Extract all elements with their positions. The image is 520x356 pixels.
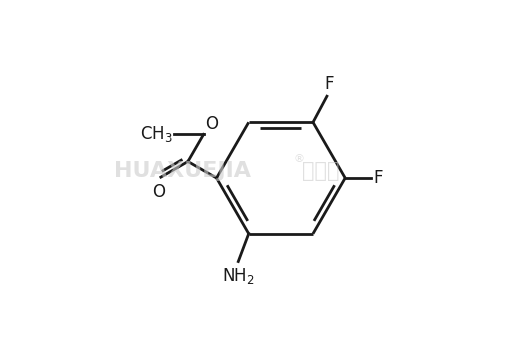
Text: F: F	[324, 75, 333, 93]
Text: HUAXUEJIA: HUAXUEJIA	[114, 161, 251, 181]
Text: F: F	[373, 169, 383, 187]
Text: O: O	[152, 183, 165, 201]
Text: 化学加: 化学加	[302, 161, 339, 181]
Text: O: O	[205, 115, 218, 133]
Text: NH$_2$: NH$_2$	[222, 266, 255, 286]
Text: ®: ®	[293, 154, 304, 164]
Text: CH$_3$: CH$_3$	[139, 124, 172, 145]
